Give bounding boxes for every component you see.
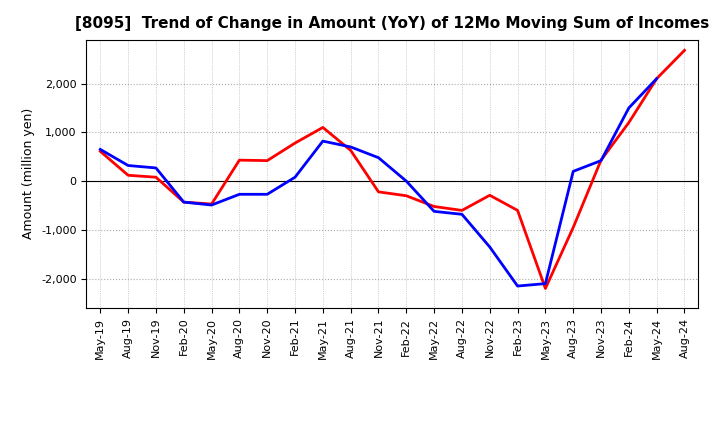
Ordinary Income	[513, 283, 522, 289]
Net Income	[263, 158, 271, 163]
Ordinary Income	[235, 192, 243, 197]
Ordinary Income	[402, 179, 410, 184]
Line: Net Income: Net Income	[100, 50, 685, 289]
Net Income	[597, 158, 606, 163]
Net Income	[374, 189, 383, 194]
Ordinary Income	[179, 199, 188, 205]
Net Income	[624, 120, 633, 125]
Ordinary Income	[458, 212, 467, 217]
Net Income	[541, 286, 550, 291]
Ordinary Income	[430, 209, 438, 214]
Net Income	[291, 140, 300, 146]
Ordinary Income	[124, 163, 132, 168]
Net Income	[458, 208, 467, 213]
Net Income	[430, 204, 438, 209]
Net Income	[318, 125, 327, 130]
Ordinary Income	[263, 192, 271, 197]
Ordinary Income	[96, 147, 104, 152]
Net Income	[652, 76, 661, 81]
Net Income	[124, 172, 132, 178]
Ordinary Income	[374, 155, 383, 160]
Net Income	[513, 208, 522, 213]
Net Income	[235, 158, 243, 163]
Net Income	[485, 193, 494, 198]
Net Income	[680, 48, 689, 53]
Net Income	[346, 148, 355, 153]
Ordinary Income	[291, 175, 300, 180]
Ordinary Income	[597, 158, 606, 163]
Net Income	[179, 199, 188, 205]
Ordinary Income	[624, 105, 633, 110]
Net Income	[402, 193, 410, 198]
Ordinary Income	[318, 139, 327, 144]
Ordinary Income	[541, 281, 550, 286]
Ordinary Income	[485, 244, 494, 249]
Ordinary Income	[207, 202, 216, 208]
Ordinary Income	[569, 169, 577, 174]
Title: [8095]  Trend of Change in Amount (YoY) of 12Mo Moving Sum of Incomes: [8095] Trend of Change in Amount (YoY) o…	[76, 16, 709, 32]
Ordinary Income	[346, 144, 355, 150]
Line: Ordinary Income: Ordinary Income	[100, 79, 657, 286]
Net Income	[152, 175, 161, 180]
Net Income	[569, 225, 577, 230]
Ordinary Income	[152, 165, 161, 171]
Ordinary Income	[652, 76, 661, 81]
Net Income	[96, 149, 104, 154]
Y-axis label: Amount (million yen): Amount (million yen)	[22, 108, 35, 239]
Net Income	[207, 202, 216, 207]
